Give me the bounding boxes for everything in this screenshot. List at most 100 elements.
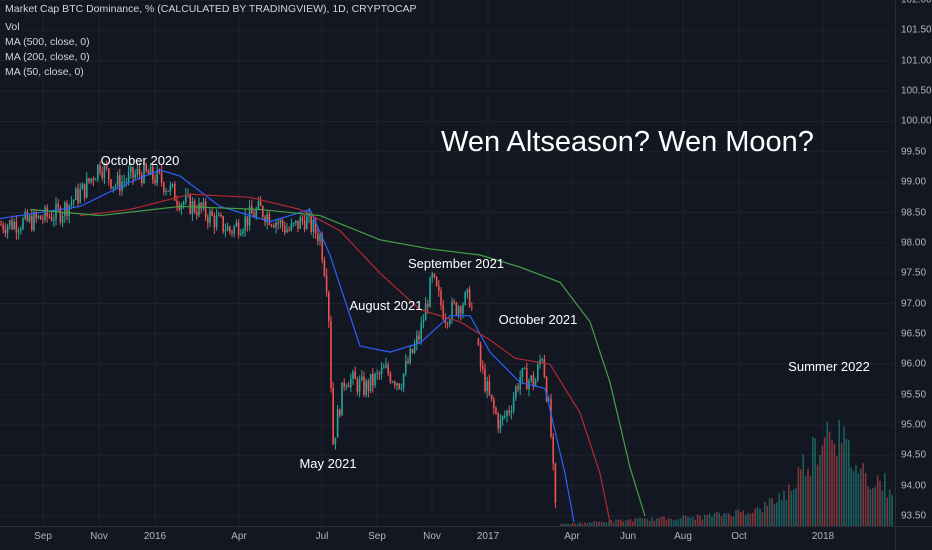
time-tick-label: Jul <box>315 531 329 542</box>
candle-body <box>92 178 95 181</box>
candle-body <box>31 215 33 230</box>
candle-body <box>396 383 398 386</box>
volume-bar <box>826 421 828 526</box>
volume-bar <box>869 489 872 526</box>
volume-bar <box>588 522 591 526</box>
candle-body <box>59 207 62 223</box>
legend-ma200[interactable]: MA (200, close, 0) <box>5 51 90 63</box>
candle-body <box>116 175 119 187</box>
ma50-line <box>0 169 575 523</box>
volume-bar <box>864 472 867 526</box>
price-tick-label: 93.50 <box>901 510 927 522</box>
volume-bar <box>730 516 732 526</box>
volume-bar <box>627 519 629 526</box>
candle-body <box>86 178 88 198</box>
volume-bar <box>629 519 632 526</box>
candle-body <box>508 410 510 413</box>
volume-bar <box>572 522 574 526</box>
candle-body <box>229 226 231 232</box>
volume-bar <box>819 454 821 526</box>
volume-bar <box>699 515 701 526</box>
candle-body <box>240 233 242 236</box>
price-tick-label: 101.50 <box>901 24 932 36</box>
candle-body <box>273 225 275 228</box>
volume-bar <box>881 490 884 526</box>
candle-body <box>134 174 136 178</box>
volume-bar <box>720 516 723 526</box>
candle-body <box>376 373 378 375</box>
candle-body <box>169 185 172 192</box>
candle-body <box>99 164 101 173</box>
volume-bar <box>692 516 694 526</box>
time-tick-label: Nov <box>90 531 108 542</box>
price-tick-label: 96.00 <box>901 358 927 370</box>
candle-body <box>279 220 282 224</box>
candle-body <box>365 381 367 395</box>
price-tick-label: 95.50 <box>901 389 927 401</box>
candle-body <box>244 216 246 231</box>
volume-bar <box>879 480 881 526</box>
candle-body <box>44 207 46 220</box>
candle-body <box>449 319 451 325</box>
candle-body <box>277 222 279 224</box>
legend-ma500[interactable]: MA (500, close, 0) <box>5 36 90 48</box>
candle-body <box>297 220 299 229</box>
volume-bar <box>838 419 840 526</box>
volume-bar <box>886 497 888 526</box>
volume-bar <box>723 513 725 526</box>
candle-body <box>422 320 425 324</box>
candle-body <box>367 381 370 391</box>
candle-body <box>352 371 354 379</box>
candle-body <box>204 202 207 217</box>
volume-bar <box>752 513 754 526</box>
legend-volume[interactable]: Vol <box>5 21 20 33</box>
volume-bars <box>560 419 893 526</box>
volume-bar <box>766 505 768 526</box>
legend-title[interactable]: Market Cap BTC Dominance, % (CALCULATED … <box>5 3 417 15</box>
candle-body <box>378 373 381 375</box>
candle-body <box>460 306 462 314</box>
volume-bar <box>620 519 622 526</box>
candle-body <box>424 304 427 321</box>
candle-body <box>33 212 35 230</box>
candle-body <box>334 437 337 445</box>
candle-body <box>354 371 356 380</box>
volume-bar <box>651 517 653 526</box>
candle-body <box>394 381 396 386</box>
price-tick-label: 94.50 <box>901 449 927 461</box>
candle-body <box>103 165 106 178</box>
volume-bar <box>708 513 711 526</box>
candle-body <box>398 383 400 389</box>
candle-body <box>50 216 53 221</box>
volume-bar <box>749 513 752 526</box>
candle-body <box>488 381 491 395</box>
candle-body <box>312 220 315 232</box>
candle-body <box>429 278 431 307</box>
volume-bar <box>687 516 689 526</box>
volume-bar <box>874 486 876 526</box>
volume-bar <box>888 489 891 526</box>
candle-body <box>176 200 178 206</box>
candle-body <box>438 285 440 291</box>
volume-bar <box>605 522 608 526</box>
candle-body <box>314 220 317 234</box>
volume-bar <box>785 499 788 526</box>
candle-body <box>213 215 216 228</box>
candle-body <box>380 368 383 375</box>
volume-bar <box>862 463 864 526</box>
volume-bar <box>788 484 790 526</box>
volume-bar <box>776 502 778 526</box>
ma200-line <box>79 193 611 523</box>
candle-body <box>482 366 484 369</box>
candle-body <box>310 213 312 232</box>
volume-bar <box>716 511 718 526</box>
candle-body <box>534 380 537 387</box>
volume-bar <box>598 521 600 526</box>
legend-ma50[interactable]: MA (50, close, 0) <box>5 66 84 78</box>
volume-bar <box>824 437 826 526</box>
candle-body <box>281 220 284 227</box>
candle-body <box>209 211 211 223</box>
candle-body <box>6 225 9 234</box>
time-tick-label: Sep <box>34 531 52 542</box>
chart-grid <box>0 0 893 526</box>
